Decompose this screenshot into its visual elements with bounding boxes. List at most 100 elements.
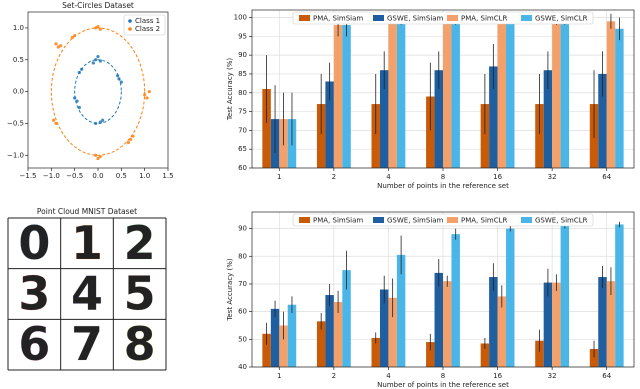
x-tick-label: 1.0 <box>139 172 150 180</box>
bar <box>388 297 397 367</box>
legend-swatch <box>447 217 458 223</box>
point <box>73 33 77 38</box>
plot-frame <box>251 211 635 368</box>
bar <box>262 333 271 367</box>
point <box>117 77 121 81</box>
point <box>91 61 95 65</box>
point <box>94 58 98 62</box>
x-tick-label: 2 <box>332 173 336 181</box>
x-tick-label: 32 <box>548 173 557 181</box>
x-tick-label: −0.5 <box>66 172 83 180</box>
point <box>147 89 151 94</box>
plot-frame <box>251 9 635 169</box>
y-tick-label: 90 <box>238 51 247 59</box>
digit-image: 1 <box>71 216 103 270</box>
bar <box>279 325 288 367</box>
legend-marker <box>128 19 132 23</box>
y-tick-label: 70 <box>238 126 247 134</box>
x-tick-label: 0.0 <box>92 172 103 180</box>
point <box>94 153 98 157</box>
point <box>145 96 149 100</box>
bar <box>552 282 561 367</box>
digit-image: 6 <box>18 317 50 371</box>
legend-label: Class 1 <box>135 17 160 25</box>
bar <box>316 104 326 168</box>
bar <box>489 66 498 168</box>
digit-image: 5 <box>124 267 156 321</box>
bar <box>535 104 544 168</box>
point <box>52 118 56 122</box>
point <box>96 25 100 29</box>
point <box>75 99 79 103</box>
bar <box>287 304 297 367</box>
legend-marker <box>128 27 132 31</box>
bar <box>606 281 616 367</box>
point <box>56 45 60 49</box>
legend-label: Class 2 <box>135 25 160 33</box>
bar <box>443 17 452 169</box>
bar <box>371 337 380 367</box>
x-tick-label: 64 <box>602 372 611 380</box>
point <box>143 93 147 97</box>
point <box>98 154 102 159</box>
bar <box>434 70 443 168</box>
bar <box>325 81 334 168</box>
point <box>101 118 105 122</box>
bar <box>443 281 452 367</box>
point <box>94 26 98 30</box>
class-circle <box>50 27 146 156</box>
digit-image: 3 <box>18 267 50 321</box>
y-tick-label: 80 <box>238 89 247 97</box>
bar <box>535 340 544 367</box>
digit-image: 7 <box>71 317 103 371</box>
y-tick-label: 70 <box>238 280 247 288</box>
point <box>98 120 102 124</box>
bar <box>489 277 498 367</box>
y-tick-label: 85 <box>238 70 247 78</box>
point <box>54 121 58 126</box>
bar <box>451 21 460 168</box>
bar <box>426 96 435 168</box>
y-tick-label: 90 <box>238 225 247 233</box>
point <box>96 54 100 59</box>
point <box>77 70 81 75</box>
x-tick-label: −1.5 <box>20 172 37 180</box>
x-tick-label: 2 <box>332 372 336 380</box>
class-circle <box>74 59 122 124</box>
point <box>59 44 63 48</box>
plot-frame <box>27 11 169 169</box>
digit-image: 2 <box>124 216 156 270</box>
x-tick-label: 64 <box>602 173 611 181</box>
legend-label: PMA, SimCLR <box>461 217 507 225</box>
legend-swatch <box>521 15 532 21</box>
bar <box>325 295 334 367</box>
bar <box>396 254 406 367</box>
y-tick-label: 60 <box>238 164 247 172</box>
x-tick-label: 8 <box>441 173 445 181</box>
legend-swatch <box>447 15 458 21</box>
y-tick-label: 50 <box>238 335 247 343</box>
bar <box>379 70 389 168</box>
legend-swatch <box>373 15 384 21</box>
digit-image: 4 <box>71 267 103 321</box>
x-tick-label: 4 <box>386 173 391 181</box>
legend-label: PMA, SimSiam <box>313 217 363 225</box>
point <box>129 137 133 141</box>
bar <box>560 21 570 168</box>
bar <box>598 73 607 168</box>
y-tick-label: 0.0 <box>13 88 24 96</box>
bar <box>396 21 406 168</box>
chart-title: Point Cloud MNIST Dataset <box>37 207 137 216</box>
x-tick-label: 1 <box>277 372 281 380</box>
point <box>70 35 74 40</box>
bar <box>333 301 343 367</box>
bar <box>543 282 553 367</box>
bar <box>560 225 570 367</box>
y-tick-label: 75 <box>238 108 247 116</box>
legend-swatch <box>299 15 310 21</box>
point <box>96 156 100 161</box>
legend-box <box>292 11 594 25</box>
y-tick-label: 100 <box>234 14 247 22</box>
bar <box>316 321 326 367</box>
bar <box>371 104 380 168</box>
